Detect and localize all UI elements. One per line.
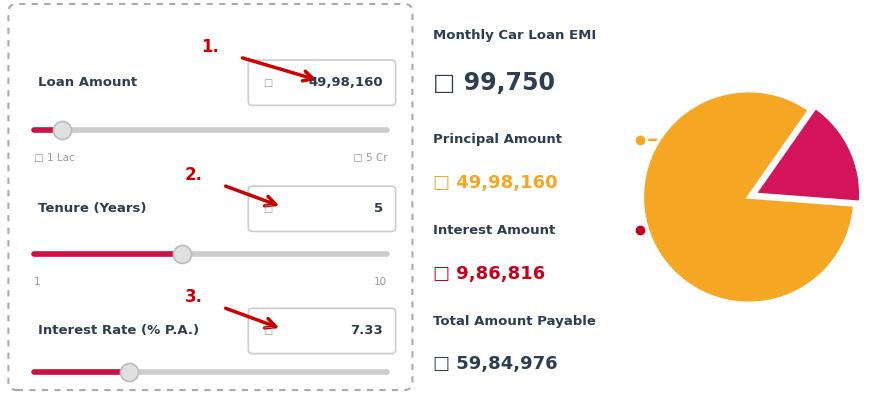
Text: 5: 5 — [374, 203, 383, 215]
FancyBboxPatch shape — [248, 186, 395, 232]
Text: □ 59,84,976: □ 59,84,976 — [432, 355, 557, 374]
Text: 7.33: 7.33 — [350, 325, 383, 337]
Text: Tenure (Years): Tenure (Years) — [38, 203, 146, 215]
Text: 10: 10 — [374, 277, 387, 287]
Text: Monthly Car Loan EMI: Monthly Car Loan EMI — [432, 29, 596, 42]
Text: Principal Amount: Principal Amount — [432, 134, 562, 146]
Text: □: □ — [263, 204, 272, 214]
Text: Loan Amount: Loan Amount — [38, 76, 137, 89]
Text: □ 9,86,816: □ 9,86,816 — [432, 265, 545, 283]
FancyBboxPatch shape — [248, 60, 395, 105]
Text: □ 1 Lac: □ 1 Lac — [34, 152, 74, 163]
Wedge shape — [642, 91, 855, 303]
Text: □ 5 Cr: □ 5 Cr — [353, 152, 387, 163]
Text: 3.: 3. — [184, 288, 203, 307]
Text: □ 99,750: □ 99,750 — [432, 71, 555, 95]
FancyBboxPatch shape — [248, 308, 395, 354]
Text: □ 49,98,160: □ 49,98,160 — [432, 174, 557, 192]
Text: Interest Amount: Interest Amount — [432, 224, 555, 237]
FancyBboxPatch shape — [9, 4, 412, 390]
Text: 2.: 2. — [184, 166, 203, 184]
Text: Interest Rate (% P.A.): Interest Rate (% P.A.) — [38, 325, 199, 337]
Text: 1.: 1. — [201, 38, 220, 56]
Text: Total Amount Payable: Total Amount Payable — [432, 315, 595, 327]
Text: 1: 1 — [34, 277, 40, 287]
Wedge shape — [755, 107, 861, 203]
Text: □: □ — [263, 78, 272, 88]
Text: 49,98,160: 49,98,160 — [308, 76, 383, 89]
Text: □: □ — [263, 326, 272, 336]
